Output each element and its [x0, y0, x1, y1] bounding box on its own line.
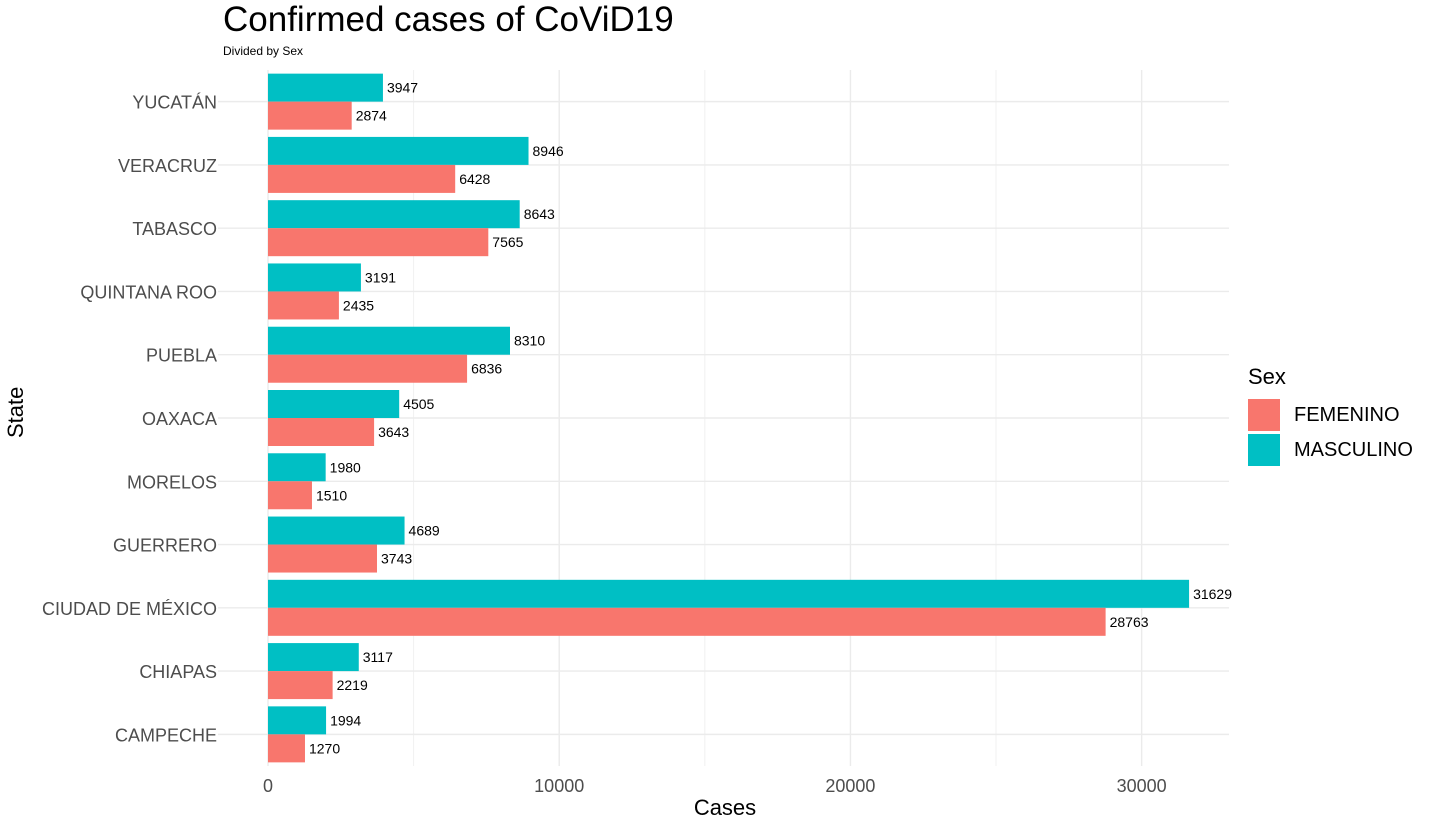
bar-masculino — [268, 390, 400, 418]
legend-swatch-femenino — [1248, 399, 1280, 431]
x-tick-label: 0 — [263, 776, 273, 796]
data-label-femenino: 2874 — [356, 108, 387, 124]
bar-femenino — [268, 481, 312, 510]
x-tick-label: 30000 — [1117, 776, 1167, 796]
bar-femenino — [268, 671, 333, 700]
bar-masculino — [268, 706, 327, 735]
data-label-femenino: 2219 — [337, 677, 368, 693]
data-label-femenino: 3743 — [381, 551, 412, 567]
x-tick-label: 20000 — [825, 776, 875, 796]
chart-subtitle: Divided by Sex — [223, 44, 304, 58]
data-label-masculino: 31629 — [1193, 586, 1232, 602]
data-label-masculino: 3191 — [365, 269, 396, 285]
data-label-masculino: 8643 — [524, 206, 555, 222]
bar-masculino — [268, 643, 359, 672]
bar-femenino — [268, 291, 339, 320]
bar-masculino — [268, 136, 529, 165]
bar-masculino — [268, 263, 361, 292]
bar-masculino — [268, 200, 520, 229]
bar-masculino — [268, 453, 326, 482]
y-tick-label: OAXACA — [142, 409, 217, 429]
data-label-masculino: 4505 — [403, 396, 434, 412]
data-label-masculino: 3117 — [363, 649, 393, 665]
bar-femenino — [268, 607, 1106, 636]
y-tick-label: CHIAPAS — [139, 662, 217, 682]
data-label-masculino: 8310 — [514, 333, 545, 349]
bar-femenino — [268, 544, 378, 573]
chart-title: Confirmed cases of CoViD19 — [223, 0, 674, 39]
bar-femenino — [268, 228, 489, 257]
data-label-masculino: 1980 — [330, 459, 361, 475]
legend-swatch-masculino — [1248, 434, 1280, 466]
data-label-femenino: 2435 — [343, 297, 374, 313]
bar-masculino — [268, 326, 510, 355]
x-tick-label: 10000 — [534, 776, 584, 796]
data-label-femenino: 1510 — [316, 487, 347, 503]
y-tick-label: CAMPECHE — [115, 725, 217, 745]
legend-title: Sex — [1248, 364, 1286, 389]
data-label-femenino: 6836 — [471, 361, 502, 377]
y-tick-label: CIUDAD DE MÉXICO — [42, 599, 217, 619]
y-tick-label: MORELOS — [127, 472, 217, 492]
bar-femenino — [268, 101, 352, 130]
y-tick-label: QUINTANA ROO — [80, 282, 217, 302]
legend-item-femenino: FEMENINO — [1248, 398, 1413, 432]
data-label-masculino: 8946 — [533, 143, 564, 159]
y-tick-label: GUERRERO — [113, 536, 217, 556]
data-label-masculino: 1994 — [330, 712, 361, 728]
bar-femenino — [268, 418, 375, 446]
data-label-femenino: 7565 — [492, 234, 523, 250]
bar-masculino — [268, 516, 405, 545]
data-label-femenino: 1270 — [309, 740, 340, 756]
bar-femenino — [268, 734, 305, 763]
y-tick-label: VERACRUZ — [118, 156, 217, 176]
data-label-femenino: 3643 — [378, 424, 409, 440]
y-tick-label: YUCATÁN — [132, 93, 217, 113]
y-tick-label: PUEBLA — [146, 346, 217, 366]
bar-masculino — [268, 579, 1190, 608]
data-label-masculino: 3947 — [387, 80, 418, 96]
bar-femenino — [268, 354, 468, 383]
bar-femenino — [268, 164, 456, 193]
legend-label-masculino: MASCULINO — [1294, 438, 1413, 461]
legend-item-masculino: MASCULINO — [1248, 433, 1413, 467]
y-tick-label: TABASCO — [132, 219, 217, 239]
data-label-masculino: 4689 — [409, 523, 440, 539]
data-label-femenino: 28763 — [1110, 614, 1149, 630]
legend: Sex FEMENINO MASCULINO — [1248, 364, 1413, 468]
data-label-femenino: 6428 — [459, 171, 490, 187]
legend-label-femenino: FEMENINO — [1294, 403, 1400, 426]
bar-masculino — [268, 73, 383, 102]
x-axis-label: Cases — [693, 795, 757, 820]
